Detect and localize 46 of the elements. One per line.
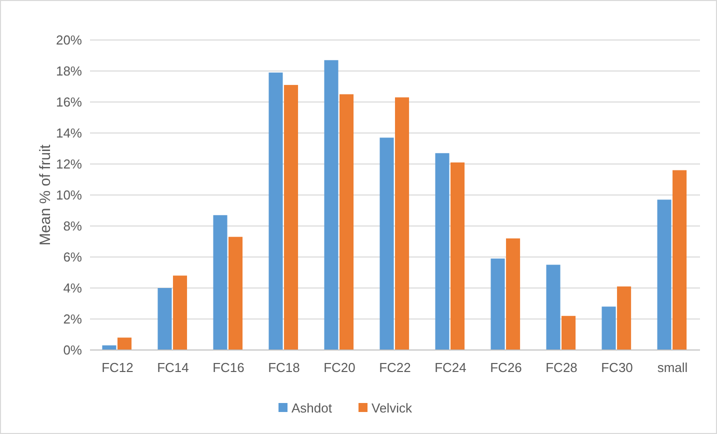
x-tick-label: FC22 [379,360,411,375]
x-tick-label: FC30 [601,360,633,375]
bar [617,286,632,350]
y-tick-label: 6% [63,250,82,265]
y-tick-label: 18% [56,64,82,79]
x-tick-label: FC12 [102,360,134,375]
y-tick-label: 10% [56,188,82,203]
y-tick-label: 8% [63,218,82,234]
x-tick-label: FC26 [490,360,522,375]
x-tick-label: FC28 [546,360,578,375]
y-tick-label: 4% [63,280,82,296]
y-tick-label: 12% [56,156,82,172]
x-tick-label: FC18 [268,360,300,375]
bar [117,338,132,350]
bar [380,138,394,350]
y-tick-label: 16% [56,94,82,110]
bar [490,258,505,350]
bar [657,200,672,350]
y-tick-label: 0% [63,342,82,358]
bar [228,236,243,350]
bar [435,153,450,350]
bar [450,162,465,350]
bar [506,238,520,350]
x-tick-label: FC16 [212,360,244,375]
legend-label: Ashdot [292,400,332,416]
y-tick-label: 14% [56,126,82,141]
bar [213,215,228,350]
x-tick-label: FC24 [434,360,466,375]
y-axis-title: Mean % of fruit [37,144,54,246]
bar [562,316,576,350]
bar [268,72,283,350]
bar [339,94,354,350]
bar [546,264,560,350]
bar [672,170,687,350]
bar [158,288,172,350]
x-tick-label: FC14 [157,360,189,375]
legend-label: Velvick [372,400,412,416]
bar [172,276,188,350]
bar [284,84,298,350]
y-tick-label: 2% [63,312,82,327]
bar [602,306,616,350]
bar [395,97,410,350]
y-tick-label: 20% [56,32,82,48]
x-tick-label: FC20 [324,360,356,375]
x-tick-label: small [657,360,688,375]
bar [324,60,338,350]
